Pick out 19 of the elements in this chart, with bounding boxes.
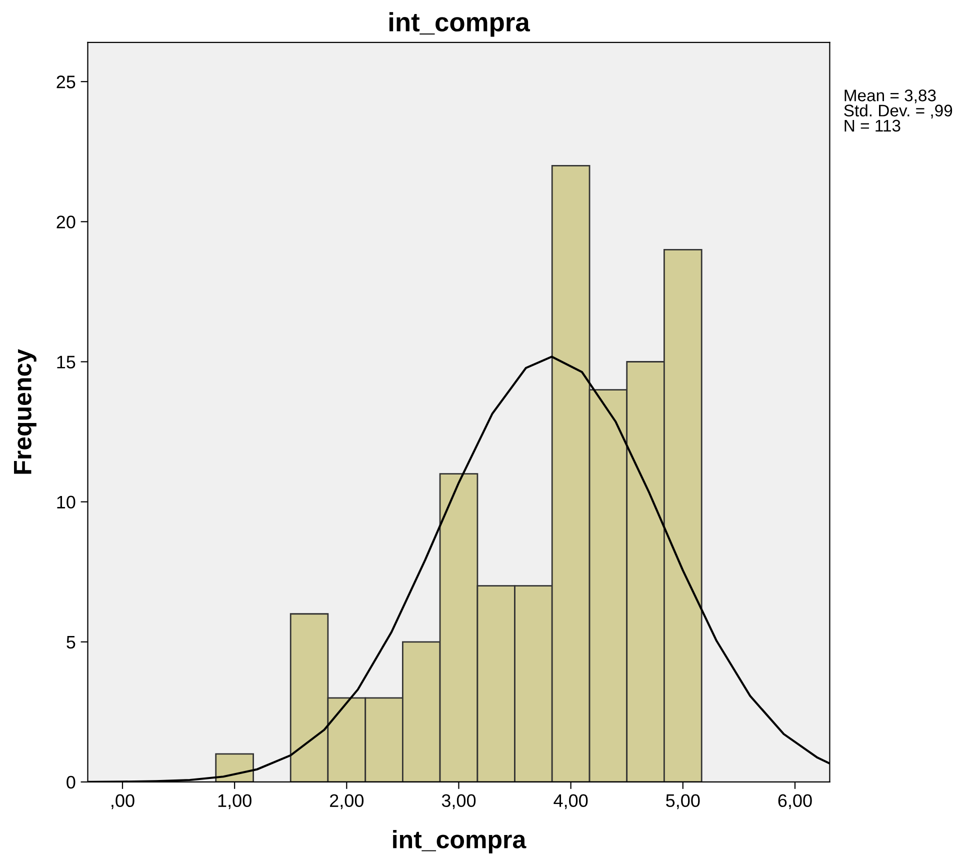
chart-title: int_compra: [389, 12, 530, 37]
text: Std. Dev. = ,99: [844, 104, 952, 118]
y-tick-label: 10: [57, 496, 76, 509]
y-axis-title: Frequency: [14, 349, 36, 474]
x-tick-label: 5,00: [666, 794, 700, 810]
x-tick-label: 1,00: [218, 794, 252, 810]
text: Mean = 3,83: [844, 90, 936, 104]
x-tick-label: 2,00: [330, 794, 364, 810]
x-tick-label: ,00: [112, 794, 134, 810]
x-tick-label: 6,00: [778, 794, 812, 810]
x-tick-label: 4,00: [554, 794, 588, 810]
y-tick-label: 20: [56, 216, 76, 228]
y-tick-label: 0: [66, 776, 76, 789]
text: N = 113: [844, 120, 900, 132]
y-tick-label: 5: [66, 636, 76, 649]
x-tick-label: 3,00: [442, 794, 476, 810]
y-tick-label: 15: [57, 356, 76, 368]
x-axis-title: int_compra: [393, 830, 526, 854]
y-tick-label: 25: [56, 76, 76, 88]
